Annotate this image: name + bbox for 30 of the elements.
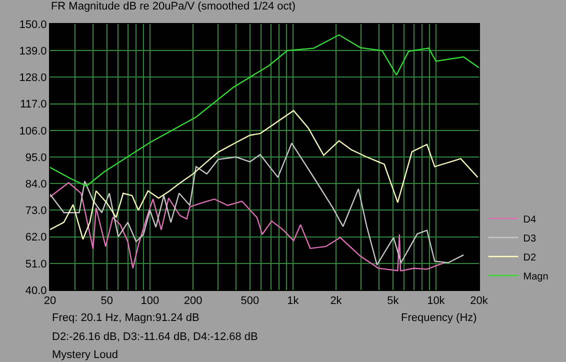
x-axis-title: Frequency (Hz) <box>401 312 477 324</box>
y-tick-label: 51.0 <box>25 258 47 270</box>
x-tick-label: 50 <box>100 295 114 308</box>
text: Mystery Loud <box>52 349 118 361</box>
y-tick-label: 128.0 <box>19 72 47 84</box>
x-tick-label: 2k <box>330 295 342 308</box>
chart-title: FR Magnitude dB re 20uPa/V (smoothed 1/24 oct) <box>50 0 296 13</box>
text: D2:-26.16 dB, D3:-11.64 dB, D4:-12.68 dB <box>52 331 258 343</box>
y-tick-label: 95.0 <box>25 152 47 164</box>
x-tick-label: 1k <box>287 295 300 308</box>
x-tick-label: 500 <box>240 295 260 308</box>
y-tick-label: 73.0 <box>25 205 47 218</box>
text: Freq: 20.1 Hz, Magn:91.24 dB <box>52 312 200 324</box>
legend-label: D2 <box>523 252 537 264</box>
x-tick-label: 200 <box>184 295 202 308</box>
x-tick-label: 100 <box>140 295 160 308</box>
y-tick-label: 106.0 <box>19 125 47 138</box>
y-tick-label: 117.0 <box>20 98 47 111</box>
x-tick-label: 20k <box>470 295 488 308</box>
legend-label: Magn <box>523 271 548 282</box>
x-tick-label: 20 <box>44 295 56 308</box>
x-tick-label: 10k <box>427 295 446 308</box>
x-tick-label: 5k <box>387 295 400 308</box>
y-tick-label: 62.0 <box>25 232 47 244</box>
legend-label: D3 <box>523 233 537 244</box>
y-tick-label: 139.0 <box>19 45 47 58</box>
legend-label: D4 <box>523 214 537 226</box>
y-tick-label: 150.0 <box>19 18 47 31</box>
y-tick-label: 84.0 <box>25 178 47 190</box>
y-tick-label: 40.0 <box>25 284 47 297</box>
